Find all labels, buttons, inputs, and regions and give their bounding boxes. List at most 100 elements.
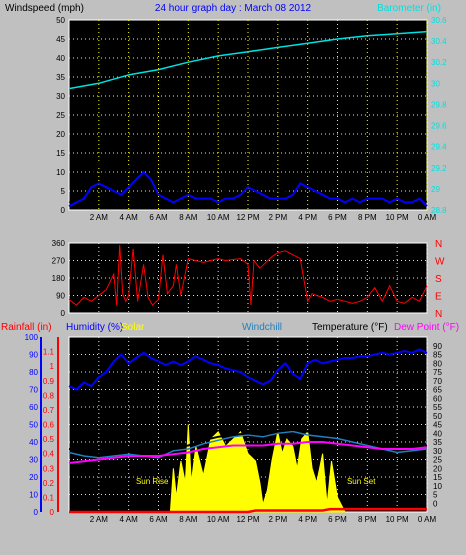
- y-tick-label-rainfall: 0.7: [43, 406, 55, 415]
- y-tick-label-temperature: 65: [433, 386, 442, 395]
- y-tick-label-temperature: 15: [433, 473, 442, 482]
- y-tick-label-right: 30: [431, 79, 440, 88]
- sunset-annotation: Sun Set: [347, 477, 376, 486]
- y-tick-label-temperature: 45: [433, 421, 442, 430]
- direction-label: N: [435, 309, 442, 320]
- y-tick-label-rainfall: 0.3: [43, 464, 55, 473]
- y-tick-label-temperature: 55: [433, 403, 442, 412]
- x-tick-label: 2 AM: [90, 213, 109, 222]
- y-tick-label-right: 30.6: [431, 16, 447, 25]
- y-tick-label-temperature: 50: [433, 412, 442, 421]
- y-axis-label-left: Windspeed (mph): [5, 3, 84, 14]
- x-tick-label: 12 PM: [236, 515, 259, 524]
- y-tick-label-right: 29.6: [431, 122, 447, 131]
- y-tick-label-temperature: 5: [433, 491, 438, 500]
- y-tick-label-right: 30.4: [431, 37, 447, 46]
- x-tick-label: 10 PM: [386, 213, 409, 222]
- x-tick-label: 4 AM: [120, 213, 139, 222]
- x-tick-label: 4 PM: [298, 213, 317, 222]
- y-tick-label-temperature: 80: [433, 359, 442, 368]
- y-tick-label: 180: [52, 274, 66, 283]
- y-tick-label-rainfall: 0.6: [43, 421, 55, 430]
- y-tick-label-humidity: 80: [29, 368, 38, 377]
- y-tick-label-humidity: 30: [29, 456, 38, 465]
- y-tick-label-temperature: 20: [433, 464, 442, 473]
- y-tick-label-temperature: 35: [433, 438, 442, 447]
- y-axis-label-right: Barometer (in): [377, 3, 441, 14]
- y-tick-label-humidity: 0: [34, 508, 39, 517]
- y-tick-label-humidity: 60: [29, 403, 38, 412]
- y-tick-label-humidity: 20: [29, 473, 38, 482]
- y-axis-label-windchill: Windchill: [242, 322, 282, 333]
- x-tick-label: 12 PM: [236, 213, 259, 222]
- y-tick-label: 50: [56, 16, 65, 25]
- y-tick-label-humidity: 40: [29, 438, 38, 447]
- y-tick-label-rainfall: 0.2: [43, 479, 55, 488]
- series-line-wind-average: [68, 170, 428, 208]
- series-area-solar: [169, 424, 346, 513]
- y-tick-label-temperature: 10: [433, 482, 442, 491]
- y-tick-label-right: 29.4: [431, 143, 447, 152]
- x-tick-label: 2 PM: [268, 213, 287, 222]
- series-line-barometer: [68, 30, 428, 90]
- y-tick-label-rainfall: 1.1: [43, 348, 55, 357]
- y-tick-label: 360: [52, 239, 66, 248]
- y-tick-label-temperature: 0: [433, 499, 438, 508]
- plot-area: [68, 242, 428, 314]
- y-tick-label: 90: [56, 292, 65, 301]
- series-line-temperature: [68, 428, 428, 456]
- y-tick-label-rainfall: 0.5: [43, 435, 55, 444]
- y-tick-label-rainfall: 0.1: [43, 493, 55, 502]
- y-tick-label: 45: [56, 35, 65, 44]
- y-tick-label-temperature: 70: [433, 377, 442, 386]
- x-tick-label: 4 AM: [120, 515, 139, 524]
- y-tick-label-right: 29.8: [431, 100, 447, 109]
- y-axis-label-temperature: Temperature (°F): [312, 322, 388, 333]
- y-axis-label-dewpoint: Dew Point (°F): [394, 322, 459, 333]
- x-tick-label: 10 PM: [386, 515, 409, 524]
- y-tick-label: 0: [61, 206, 66, 215]
- x-tick-label: 8 AM: [179, 213, 198, 222]
- y-tick-label: 25: [56, 111, 65, 120]
- direction-label: W: [435, 257, 445, 268]
- x-tick-label: 10 AM: [207, 213, 230, 222]
- y-axis-label-solar: Solar: [121, 322, 145, 333]
- series-line-rainfall: [69, 507, 427, 514]
- y-tick-label-temperature: 90: [433, 342, 442, 351]
- x-tick-label: 6 AM: [149, 213, 168, 222]
- series-line-dewpoint: [68, 441, 428, 464]
- series-line-wind-direction: [68, 244, 428, 307]
- windspeed-barometer-panel: Windspeed (mph) 24 hour graph day : March…: [5, 3, 447, 222]
- y-tick-label-rainfall: 0.8: [43, 391, 55, 400]
- y-tick-label-humidity: 10: [29, 491, 38, 500]
- x-tick-label: 0 AM: [418, 515, 437, 524]
- y-tick-label-temperature: 75: [433, 368, 442, 377]
- x-tick-label: 8 PM: [358, 213, 377, 222]
- y-tick-label-temperature: 60: [433, 394, 442, 403]
- y-tick-label-right: 29.2: [431, 164, 447, 173]
- series-line-humidity: [68, 348, 428, 391]
- direction-label: S: [435, 274, 442, 285]
- x-tick-label: 2 AM: [90, 515, 109, 524]
- series-line-windspeed: [68, 152, 428, 203]
- y-tick-label-temperature: 40: [433, 429, 442, 438]
- y-tick-label-humidity: 70: [29, 386, 38, 395]
- y-tick-label: 35: [56, 73, 65, 82]
- y-tick-label: 0: [61, 309, 66, 318]
- x-tick-label: 8 AM: [179, 515, 198, 524]
- direction-label: N: [435, 239, 442, 250]
- y-tick-label-rainfall: 0.9: [43, 377, 55, 386]
- x-tick-label: 2 PM: [268, 515, 287, 524]
- direction-label: E: [435, 292, 442, 303]
- y-tick-label-right: 30.2: [431, 58, 447, 67]
- x-tick-label: 6 PM: [328, 213, 347, 222]
- y-tick-label-rainfall: 1: [50, 362, 55, 371]
- y-tick-label: 20: [56, 130, 65, 139]
- x-tick-label: 6 PM: [328, 515, 347, 524]
- y-tick-label-temperature: 30: [433, 447, 442, 456]
- temperature-humidity-panel: Rainfall (in) Humidity (%)Solar Windchill T…: [1, 322, 459, 524]
- y-tick-label-rainfall: 0: [50, 508, 55, 517]
- x-tick-label: 0 AM: [418, 213, 437, 222]
- x-tick-label: 8 PM: [358, 515, 377, 524]
